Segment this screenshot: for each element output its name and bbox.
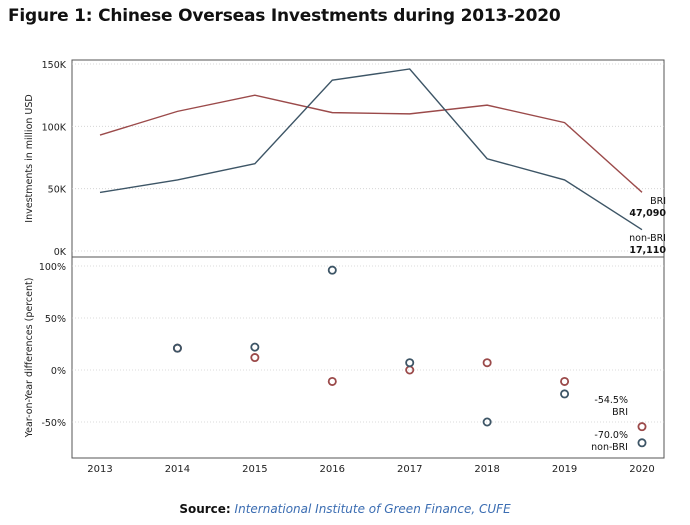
line-non_bri	[99, 68, 643, 231]
point-bri	[560, 376, 570, 386]
xtick-label: 2016	[320, 464, 345, 475]
xtick-label: 2015	[242, 464, 267, 475]
xtick-label: 2017	[397, 464, 422, 475]
point-non_bri	[560, 389, 570, 399]
xtick-label: 2020	[629, 464, 654, 475]
annotation-bri: BRI	[612, 407, 628, 418]
bottom-ytick-label: 100%	[39, 262, 66, 273]
point-bri	[405, 365, 415, 375]
annotation-bri: 47,090	[629, 208, 666, 219]
top-ylabel: Investments in million USD	[24, 94, 35, 222]
point-non_bri	[172, 343, 182, 353]
xtick-label: 2013	[87, 464, 112, 475]
point-non_bri	[637, 438, 647, 448]
point-bri	[637, 422, 647, 432]
point-bri	[250, 353, 260, 363]
point-non_bri	[482, 417, 492, 427]
line-bri	[99, 94, 643, 193]
bottom-ytick-label: -50%	[41, 418, 66, 429]
annotation-non_bri: non-BRI	[591, 442, 628, 453]
source-note: Source: International Institute of Green…	[0, 502, 690, 516]
annotation-non_bri: 17,110	[629, 245, 666, 256]
figure-title: Figure 1: Chinese Overseas Investments d…	[8, 6, 561, 26]
bottom-ylabel: Year-on-Year differences (percent)	[24, 278, 35, 439]
bottom-ytick-label: 50%	[45, 314, 66, 325]
annotation-non_bri: -70.0%	[594, 430, 628, 441]
top-ytick-label: 0K	[54, 247, 67, 258]
point-bri	[327, 376, 337, 386]
top-ytick-label: 100K	[42, 122, 67, 133]
point-non_bri	[405, 358, 415, 368]
xtick-label: 2018	[474, 464, 499, 475]
source-label: Source:	[179, 502, 231, 516]
top-ytick-label: 50K	[48, 185, 67, 196]
annotation-bri: BRI	[650, 196, 666, 207]
top-panel-frame	[71, 59, 665, 258]
bottom-panel-frame	[71, 256, 665, 459]
point-non_bri	[327, 265, 337, 275]
point-non_bri	[250, 342, 260, 352]
annotation-non_bri: non-BRI	[629, 233, 666, 244]
top-ytick-label: 150K	[42, 60, 67, 71]
source-text: International Institute of Green Finance…	[234, 502, 511, 516]
bottom-ytick-label: 0%	[51, 366, 66, 377]
xtick-label: 2019	[552, 464, 577, 475]
xtick-label: 2014	[165, 464, 190, 475]
point-bri	[482, 358, 492, 368]
annotation-bri: -54.5%	[594, 395, 628, 406]
